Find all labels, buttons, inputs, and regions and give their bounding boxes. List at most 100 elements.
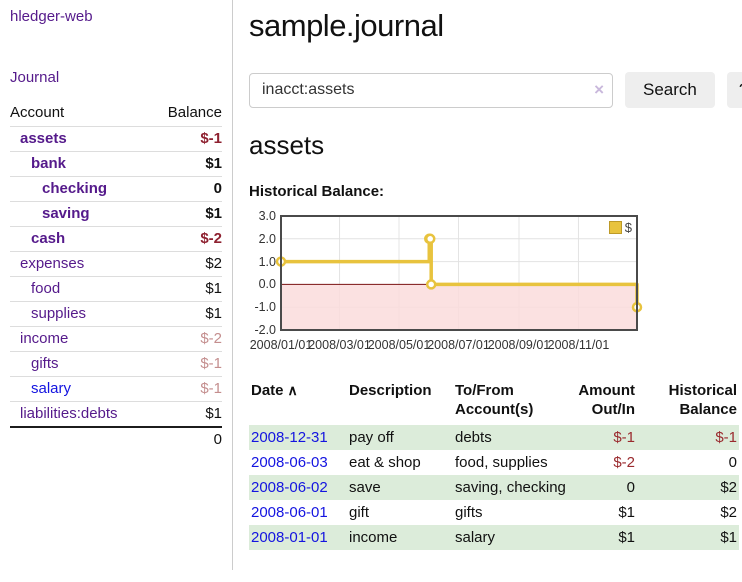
clear-search-icon[interactable]: × [594,79,604,99]
x-axis-tick-label: 2008/01/01 [249,338,313,352]
account-link-liabilities-debts[interactable]: liabilities:debts [20,405,118,422]
transaction-date-link[interactable]: 2008-06-01 [251,504,328,521]
account-link-saving[interactable]: saving [42,205,90,222]
account-balance: $-1 [150,376,222,402]
account-link-income[interactable]: income [20,330,69,347]
historical-balance-chart: 3.0 2.0 1.0 0.0 -1.0 -2.0 $ 2008/01/01 2008/03… [249,209,649,357]
sort-ascending-icon: ∧ [287,382,298,398]
account-balance: $2 [150,251,222,277]
transaction-amount: $-2 [613,454,635,471]
legend-label: $ [624,220,632,235]
transaction-description: save [349,479,381,496]
account-link-salary[interactable]: salary [31,380,72,397]
main-content: sample.journal × Search ? assets Histori… [233,0,742,570]
account-balance: 0 [150,176,222,202]
account-row-salary: salary $-1 [10,376,222,402]
account-link-expenses[interactable]: expenses [20,255,85,272]
transaction-description: gift [349,504,370,521]
x-axis-tick-label: 2008/07/01 [427,338,490,352]
transaction-balance: 0 [728,454,737,471]
transaction-date-link[interactable]: 2008-06-02 [251,479,328,496]
transaction-date-link[interactable]: 2008-01-01 [251,529,328,546]
transaction-amount: $1 [618,504,635,521]
account-link-food[interactable]: food [31,280,61,297]
account-row-food: food $1 [10,276,222,302]
account-link-supplies[interactable]: supplies [31,305,87,322]
transaction-date-link[interactable]: 2008-06-03 [251,454,328,471]
transaction-date-link[interactable]: 2008-12-31 [251,429,328,446]
register-row: 2008-01-01 income salary $1 $1 [249,525,739,550]
account-row-checking: checking 0 [10,176,222,202]
transaction-amount: 0 [626,479,635,496]
account-balance: $-2 [150,326,222,352]
transaction-amount: $-1 [613,429,635,446]
app-title-link[interactable]: hledger-web [10,8,93,25]
transaction-balance: $1 [720,529,737,546]
account-balance: $-1 [150,126,222,152]
accounts-header-account: Account [10,104,65,121]
search-input[interactable] [249,72,613,108]
y-axis-tick-label: 0.0 [258,277,276,292]
accounts-balance-table: Account Balance assets $-1 bank $1 check… [10,100,222,452]
transaction-balance: $-1 [715,429,737,446]
transaction-accounts: salary [455,529,496,546]
register-row: 2008-06-01 gift gifts $1 $2 [249,500,739,525]
transaction-description: income [349,529,398,546]
account-balance: $1 [150,151,222,177]
legend-swatch-icon [608,221,622,234]
x-axis-tick-label: 2008/09/01 [487,338,551,352]
transaction-accounts: gifts [455,504,483,521]
transaction-amount: $1 [618,529,635,546]
account-row-bank: bank $1 [10,151,222,177]
search-button[interactable]: Search [625,72,715,108]
y-axis-tick-label: -1.0 [254,300,276,315]
account-balance: $1 [150,401,222,427]
register-header-amount: Amount Out/In [578,382,635,418]
account-link-assets[interactable]: assets [20,130,67,147]
chart-title: Historical Balance: [249,183,385,200]
sidebar: hledger-web Journal Account Balance asse… [0,0,233,570]
account-row-assets: assets $-1 [10,126,222,152]
chart-canvas [275,215,643,331]
sidebar-item-journal[interactable]: Journal [10,69,60,86]
account-row-liabilities-debts: liabilities:debts $1 [10,401,222,427]
register-header-description: Description [349,382,432,399]
account-link-checking[interactable]: checking [42,180,108,197]
account-link-gifts[interactable]: gifts [31,355,59,372]
account-row-expenses: expenses $2 [10,251,222,277]
account-balance: $1 [150,301,222,327]
account-link-bank[interactable]: bank [31,155,67,172]
account-row-income: income $-2 [10,326,222,352]
account-row-saving: saving $1 [10,201,222,227]
accounts-header-row: Account Balance [10,100,222,127]
account-balance: $-1 [150,351,222,377]
x-axis-tick-label: 2008/05/01 [367,338,431,352]
account-row-cash: cash $-2 [10,226,222,252]
transaction-accounts: debts [455,429,492,446]
page-title: sample.journal [249,8,444,43]
register-row: 2008-06-03 eat & shop food, supplies $-2… [249,450,739,475]
transaction-balance: $2 [720,479,737,496]
transaction-accounts: saving, checking [455,479,566,496]
transaction-balance: $2 [720,504,737,521]
chart-legend: $ [608,220,632,235]
register-row: 2008-06-02 save saving, checking 0 $2 [249,475,739,500]
account-link-cash[interactable]: cash [31,230,66,247]
x-axis-tick-label: 2008/11/01 [547,338,610,352]
y-axis-tick-label: 3.0 [258,209,276,223]
y-axis-tick-label: 1.0 [258,254,276,269]
accounts-header-balance: Balance [167,104,222,121]
transaction-description: pay off [349,429,394,446]
account-balance: $1 [150,276,222,302]
x-axis-tick-label: 2008/03/01 [308,338,371,352]
transaction-description: eat & shop [349,454,421,471]
register-row: 2008-12-31 pay off debts $-1 $-1 [249,425,739,450]
account-row-supplies: supplies $1 [10,301,222,327]
help-button[interactable]: ? [726,72,742,108]
accounts-total-balance: 0 [150,426,222,452]
accounts-total-row: 0 [10,426,222,452]
search-form: × Search ? [249,72,742,108]
transaction-accounts: food, supplies [455,454,548,471]
register-header-date[interactable]: Date ∧ [251,382,298,399]
account-heading: assets [249,130,325,160]
